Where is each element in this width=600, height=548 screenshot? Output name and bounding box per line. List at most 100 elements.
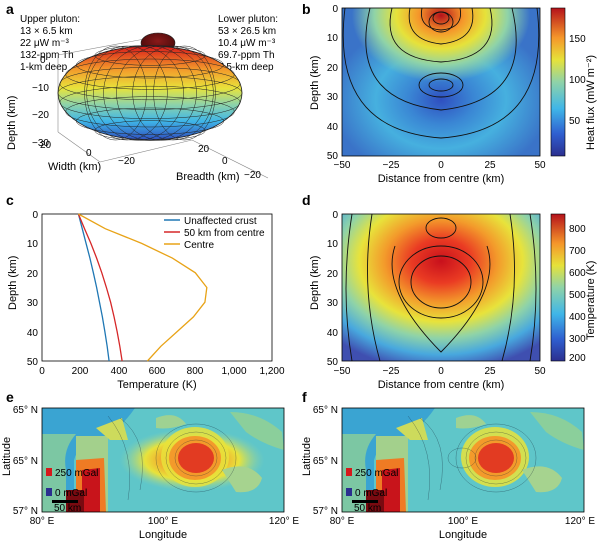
lower-pluton-line-4: 69.7-ppm Th [218, 50, 275, 61]
panel-c-ylabel: Depth (km) [7, 256, 19, 310]
panel-d-letter: d [302, 192, 311, 208]
panel-c-letter: c [6, 192, 14, 208]
panel-b-xlabel: Distance from centre (km) [378, 173, 505, 185]
panel-e-scale-bar [52, 500, 78, 503]
panel-f-scale-bar [352, 500, 378, 503]
mesh-ring-1 [94, 45, 206, 66]
panel-e-legend-high: 250 mGal [55, 468, 98, 479]
panel-a-width-axis: 20 0 −20 Width (km) [40, 140, 135, 173]
mesh-ring-2 [76, 51, 224, 79]
panel-e: e 250 mGal 0 mGal [1, 389, 299, 541]
panel-c-xlabel: Temperature (K) [117, 379, 196, 391]
d-cbar-tick-300: 300 [569, 334, 586, 345]
panel-b-xticks: −50 −25 0 25 50 [334, 160, 546, 171]
width-tick-neg20: −20 [118, 156, 135, 167]
c-ytick-40: 40 [27, 328, 39, 339]
panel-c-yticks: 0 10 20 30 40 50 [27, 210, 39, 368]
c-xtick-0: 0 [39, 366, 45, 377]
d-cbar-tick-700: 700 [569, 246, 586, 257]
d-cbar-tick-200: 200 [569, 353, 586, 364]
panel-f-frame [341, 407, 585, 513]
mesh-ring-4 [59, 67, 241, 101]
d-ytick-50: 50 [327, 357, 339, 368]
b-xtick-50: 50 [534, 160, 546, 171]
d-ytick-0: 0 [332, 210, 338, 221]
d-xtick-neg25: −25 [383, 366, 400, 377]
mesh-ring-5 [57, 76, 243, 110]
c-ytick-20: 20 [27, 269, 39, 280]
upper-pluton-info: Upper pluton: 13 × 6.5 km 22 μW m⁻³ 132-… [20, 14, 80, 73]
panel-e-frame [41, 407, 285, 513]
c-xtick-600: 600 [149, 366, 166, 377]
panel-e-yticks: 65° N 65° N 57° N [13, 405, 38, 517]
d-xtick-0: 0 [438, 366, 444, 377]
panel-f-xlabel: Longitude [439, 529, 487, 541]
c-ytick-30: 30 [27, 298, 39, 309]
panel-d-colorbar-label: Temperature (K) [585, 261, 597, 340]
panel-b-colorbar [550, 7, 566, 157]
panel-f-contours [407, 415, 537, 501]
panel-f-legend-high-swatch [346, 468, 352, 476]
panel-b-colorbar-label: Heat flux (mW m⁻²) [585, 55, 597, 150]
panel-b: b −50 −25 0 25 50 Distance from centre (… [302, 1, 597, 185]
panel-a-breadth-axis: 20 0 −20 Breadth (km) [176, 144, 261, 183]
d-ytick-40: 40 [327, 328, 339, 339]
series-line-1 [77, 213, 123, 362]
d-ytick-30: 30 [327, 298, 339, 309]
mesh-ring-7 [65, 96, 235, 128]
b-xtick-neg50: −50 [334, 160, 351, 171]
b-ytick-30: 30 [327, 92, 339, 103]
panel-d: d −50 −25 0 25 50 Distance from centre (… [302, 192, 597, 391]
legend-label-2: Centre [184, 240, 214, 251]
c-ytick-10: 10 [27, 239, 39, 250]
panel-d-frame [341, 213, 541, 362]
panel-e-legend-low-swatch [46, 488, 52, 496]
depth-tick-20: −20 [32, 110, 49, 121]
series-line-2 [78, 213, 208, 362]
mesh-meridian-5 [116, 45, 207, 141]
panel-e-contours [107, 415, 237, 501]
mesh-meridian-7 [153, 45, 216, 141]
panel-c-series [77, 213, 208, 362]
mesh-meridian-1 [84, 45, 147, 141]
panel-a-width-label: Width (km) [48, 161, 101, 173]
b-xtick-neg25: −25 [383, 160, 400, 171]
panel-d-heatmap [342, 214, 540, 361]
f-ytick-3: 57° N [313, 506, 338, 517]
panel-d-xticks: −50 −25 0 25 50 [334, 366, 546, 377]
panel-d-ylabel: Depth (km) [309, 256, 321, 310]
depth-tick-30: −30 [32, 138, 49, 149]
f-xtick-80: 80° E [330, 516, 355, 527]
b-ytick-20: 20 [327, 63, 339, 74]
ellipsoid-mesh [57, 45, 243, 141]
panel-b-contours [342, 7, 540, 139]
upper-pluton-line-3: 22 μW m⁻³ [20, 38, 69, 49]
panel-b-heatmap-top [342, 8, 540, 156]
panel-a-ylabel: Depth (km) [6, 96, 18, 150]
f-ytick-2: 65° N [313, 456, 338, 467]
breadth-tick-0: 0 [222, 156, 228, 167]
f-xtick-120: 120° E [565, 516, 595, 527]
panel-f-xticks: 80° E 100° E 120° E [330, 516, 596, 527]
panel-f-scale-label: 50 km [354, 503, 381, 514]
lower-pluton-line-5: 7.5-km deep [218, 62, 274, 73]
series-line-0 [77, 213, 110, 362]
upper-pluton-line-4: 132-ppm Th [20, 50, 74, 61]
mesh-meridian-4 [103, 45, 197, 141]
b-ytick-0: 0 [332, 4, 338, 15]
panel-a-breadth-label: Breadth (km) [176, 171, 240, 183]
panel-c-xticks: 0 200 400 600 800 1,000 1,200 [39, 366, 285, 377]
c-ytick-0: 0 [32, 210, 38, 221]
b-cbar-tick-50: 50 [569, 116, 581, 127]
mesh-ring-3 [65, 58, 235, 90]
panel-f-legend-high: 250 mGal [355, 468, 398, 479]
panel-e-legend-high-swatch [46, 468, 52, 476]
e-xtick-120: 120° E [269, 516, 299, 527]
mesh-meridian-2 [86, 45, 168, 141]
c-xtick-1000: 1,000 [221, 366, 246, 377]
c-xtick-200: 200 [72, 366, 89, 377]
mesh-meridian-6 [132, 45, 214, 141]
panel-f-legend-low-swatch [346, 488, 352, 496]
